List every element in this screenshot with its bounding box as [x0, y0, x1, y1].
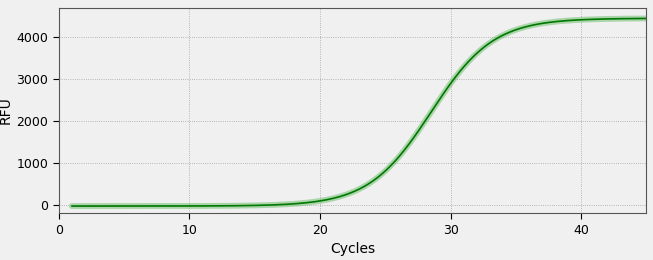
X-axis label: Cycles: Cycles [330, 242, 375, 256]
Y-axis label: RFU: RFU [0, 97, 12, 124]
